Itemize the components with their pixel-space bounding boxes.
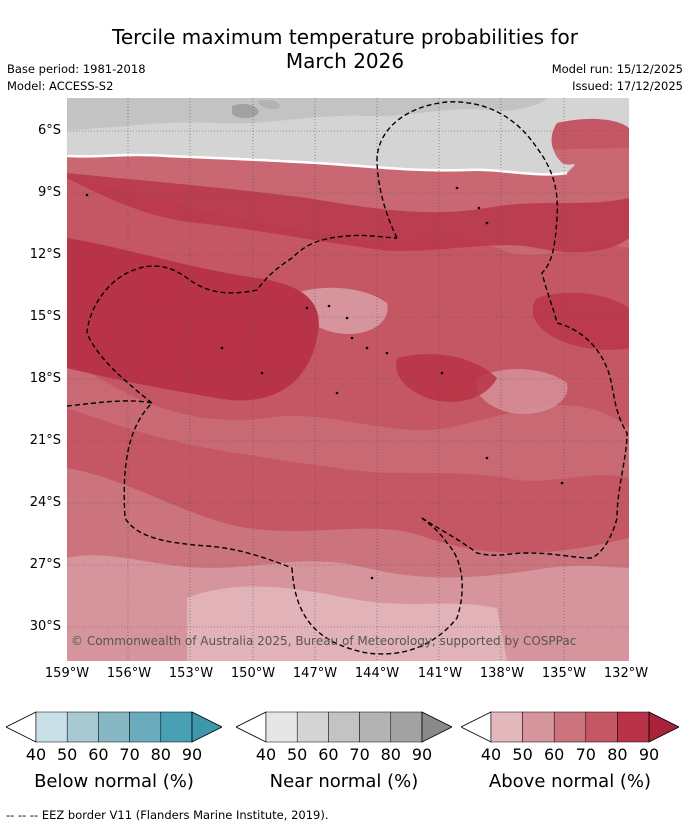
colorbar-low-extend — [6, 711, 37, 743]
map-canvas — [67, 98, 629, 661]
below-normal-colorbar — [6, 711, 222, 743]
colorbar-high-extend — [191, 711, 222, 743]
lat-label: 9°S — [37, 185, 61, 200]
near-normal-colorbar — [236, 711, 452, 743]
colorbar-tick-label: 50 — [512, 745, 533, 764]
lon-label: 135°W — [541, 666, 587, 681]
colorbar-tick-label: 80 — [380, 745, 401, 764]
eez-borders — [67, 101, 628, 655]
colorbar-tick-label: 50 — [287, 745, 308, 764]
copyright-notice: © Commonwealth of Australia 2025, Bureau… — [71, 634, 577, 648]
lon-label: 159°W — [44, 666, 90, 681]
colorbar-tick-label: 90 — [411, 745, 433, 764]
lon-label: 153°W — [168, 666, 214, 681]
above-70-band-middle — [67, 358, 629, 481]
above-80-patch-east — [396, 354, 497, 402]
near-normal-boundary — [67, 153, 568, 176]
colorbar-segment — [585, 711, 618, 743]
above-normal-title: Above normal (%) — [488, 771, 652, 792]
above-60-east-patch — [476, 368, 568, 414]
above-50-region-south — [187, 586, 507, 661]
colorbar-segment — [390, 711, 423, 743]
colorbar-tick-label: 90 — [638, 745, 660, 764]
lat-label: 15°S — [29, 309, 61, 324]
colorbar-segment — [160, 711, 193, 743]
colorbar-tick-label: 50 — [57, 745, 78, 764]
colorbar-segment — [359, 711, 392, 743]
lat-label: 12°S — [29, 247, 61, 262]
above-60-island-patch — [296, 287, 388, 334]
lon-label: 147°W — [292, 666, 338, 681]
colorbar-segment — [98, 711, 130, 743]
colorbar-segment — [617, 711, 650, 743]
near-normal-70-patch — [232, 104, 259, 119]
colorbar-tick-label: 80 — [607, 745, 628, 764]
lon-label: 132°W — [603, 666, 649, 681]
base-period-label: Base period: 1981-2018 — [7, 62, 146, 76]
map-gridlines — [67, 98, 629, 661]
colorbar-low-extend — [236, 711, 267, 743]
colorbar-segment — [522, 711, 555, 743]
near-normal-60-patch — [257, 99, 280, 110]
model-run-label: Model run: 15/12/2025 — [551, 62, 683, 76]
lat-label: 6°S — [37, 123, 61, 138]
eez-legend-note: -- -- -- EEZ border V11 (Flanders Marine… — [6, 808, 329, 822]
colorbar-tick-label: 60 — [318, 745, 339, 764]
colorbar-high-extend — [421, 711, 452, 743]
colorbar-segment — [490, 711, 523, 743]
lat-label: 18°S — [29, 371, 61, 386]
lon-label: 150°W — [230, 666, 276, 681]
colorbar-segment — [35, 711, 68, 743]
near-normal-title: Near normal (%) — [269, 771, 419, 792]
lon-label: 141°W — [417, 666, 463, 681]
map-title-line1: Tercile maximum temperature probabilitie… — [112, 25, 578, 49]
lon-label: 138°W — [479, 666, 525, 681]
above-80-patch-far-east — [532, 292, 629, 350]
above-80-region-west — [67, 238, 319, 401]
colorbar-tick-label: 60 — [544, 745, 565, 764]
map-title-line2: March 2026 — [285, 49, 405, 73]
colorbar-tick-label: 40 — [25, 745, 47, 764]
colorbar-segment — [66, 711, 99, 743]
probability-map — [67, 98, 629, 661]
colorbar-tick-label: 90 — [181, 745, 203, 764]
colorbar-tick-label: 40 — [480, 745, 502, 764]
colorbar-segment — [296, 711, 329, 743]
below-normal-title: Below normal (%) — [34, 771, 194, 792]
colorbar-segment — [129, 711, 162, 743]
lat-label: 27°S — [29, 557, 61, 572]
model-label: Model: ACCESS-S2 — [7, 79, 114, 93]
lat-label: 30°S — [29, 619, 61, 634]
colorbar-tick-label: 60 — [88, 745, 109, 764]
lat-label: 24°S — [29, 495, 61, 510]
colorbar-tick-label: 70 — [119, 745, 140, 764]
colorbar-tick-label: 40 — [255, 745, 277, 764]
colorbar-tick-label: 80 — [150, 745, 171, 764]
colorbar-segment — [265, 711, 298, 743]
colorbar-low-extend — [461, 711, 492, 743]
lat-label: 21°S — [29, 433, 61, 448]
colorbar-tick-label: 70 — [575, 745, 596, 764]
colorbar-tick-label: 70 — [349, 745, 370, 764]
above-80-band-north — [67, 173, 629, 253]
issued-label: Issued: 17/12/2025 — [572, 79, 683, 93]
above-normal-colorbar — [461, 711, 679, 743]
colorbar-segment — [553, 711, 587, 743]
islands — [85, 186, 564, 580]
lon-label: 144°W — [354, 666, 400, 681]
lon-label: 156°W — [106, 666, 152, 681]
colorbar-high-extend — [648, 711, 679, 743]
colorbar-segment — [328, 711, 360, 743]
